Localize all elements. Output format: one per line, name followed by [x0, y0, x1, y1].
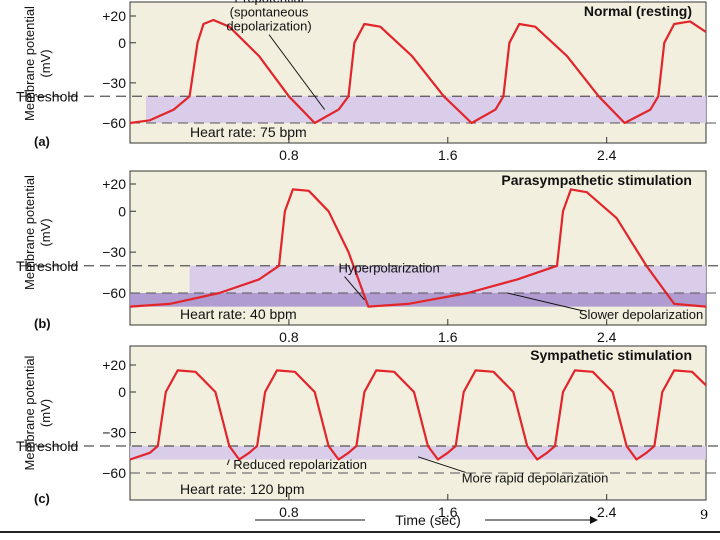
- y-tick-label: −60: [102, 285, 126, 301]
- y-axis-label-line2: (mV): [38, 399, 53, 427]
- x-tick-label: 1.6: [438, 504, 458, 520]
- x-axis-label: Time (sec): [395, 512, 461, 528]
- x-tick-label: 2.4: [597, 329, 617, 345]
- annotation-pointer: [507, 292, 583, 312]
- y-axis-label: Membrane potential(mV): [22, 6, 53, 121]
- annotation-line: depolarization): [226, 19, 311, 34]
- annotation-text: Reduced repolarization: [233, 457, 367, 472]
- annotation-text: Slower depolarization: [579, 307, 703, 322]
- annotation-line: Hyperpolarization: [339, 261, 440, 276]
- annotation-text: More rapid depolarization: [462, 470, 609, 485]
- y-tick-label: −60: [102, 115, 126, 131]
- y-tick-label: +20: [102, 8, 126, 24]
- threshold-label: Threshold: [16, 258, 78, 274]
- y-axis-label-line1: Membrane potential: [22, 175, 37, 290]
- annotation-line: More rapid depolarization: [462, 470, 609, 485]
- y-axis-label: Membrane potential(mV): [22, 355, 53, 470]
- heart-rate-label: Heart rate: 40 bpm: [180, 306, 297, 322]
- annotation-line: Slower depolarization: [579, 307, 703, 322]
- panel-label: (a): [34, 134, 50, 149]
- y-axis-label-line2: (mV): [38, 218, 53, 246]
- y-tick-label: 0: [118, 35, 126, 51]
- annotation-line: Reduced repolarization: [233, 457, 367, 472]
- membrane-potential-trace-a: [129, 18, 707, 125]
- x-tick-label: 2.4: [597, 504, 617, 520]
- panel-label: (c): [34, 491, 50, 506]
- bottom-rule: [0, 531, 720, 533]
- shaded-region-c: [130, 446, 706, 460]
- y-tick-label: +20: [102, 176, 126, 192]
- panel-label: (b): [34, 316, 51, 331]
- membrane-potential-trace-c: [129, 369, 707, 461]
- y-tick-label: +20: [102, 357, 126, 373]
- annotation-line: (spontaneous: [230, 5, 309, 20]
- x-tick-label: 0.8: [279, 329, 299, 345]
- y-axis-label-line2: (mV): [38, 49, 53, 77]
- panel-title: Sympathetic stimulation: [530, 347, 692, 363]
- x-tick-label: 0.8: [279, 147, 299, 163]
- y-tick-label: 0: [118, 203, 126, 219]
- shaded-region-b: [130, 293, 706, 307]
- y-tick-label: −30: [102, 425, 126, 441]
- x-tick-label: 0.8: [279, 504, 299, 520]
- annotation-pointer: [344, 276, 365, 301]
- panel-title: Parasympathetic stimulation: [501, 172, 692, 188]
- annotation-pointer: [417, 456, 466, 473]
- y-tick-label: −30: [102, 75, 126, 91]
- y-tick-label: 0: [118, 384, 126, 400]
- threshold-label: Threshold: [16, 438, 78, 454]
- y-axis-label: Membrane potential(mV): [22, 175, 53, 290]
- x-tick-label: 2.4: [597, 147, 617, 163]
- time-arrow-head: [590, 516, 598, 524]
- membrane-potential-trace-b: [129, 188, 707, 308]
- annotation-pointer: [226, 459, 230, 466]
- shaded-region-b: [189, 265, 707, 293]
- y-axis-label-line1: Membrane potential: [22, 6, 37, 121]
- annotation-pointer: [268, 34, 326, 110]
- x-tick-label: 1.6: [438, 147, 458, 163]
- threshold-label: Threshold: [16, 88, 78, 104]
- y-tick-label: −60: [102, 465, 126, 481]
- page-number: 9: [700, 508, 709, 523]
- x-tick-label: 1.6: [438, 329, 458, 345]
- y-tick-label: −30: [102, 244, 126, 260]
- heart-rate-label: Heart rate: 120 bpm: [180, 481, 305, 497]
- panel-title: Normal (resting): [584, 3, 692, 19]
- y-axis-label-line1: Membrane potential: [22, 355, 37, 470]
- annotation-text: Hyperpolarization: [339, 261, 440, 276]
- heart-rate-label: Heart rate: 75 bpm: [190, 124, 307, 140]
- plot-area-c: [129, 345, 707, 501]
- annotation-line: Prepotential: [234, 0, 303, 6]
